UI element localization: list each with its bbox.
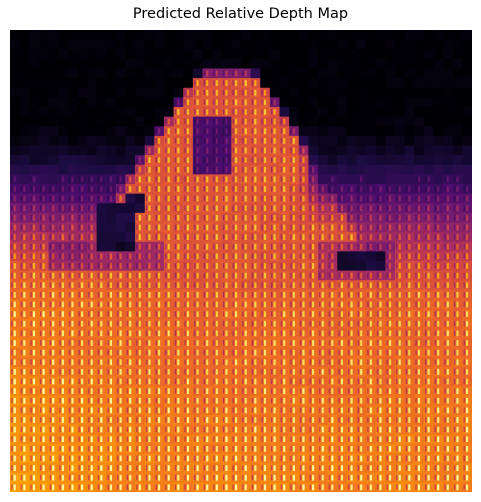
depth-map-image <box>10 30 472 492</box>
figure-title: Predicted Relative Depth Map <box>132 6 349 22</box>
depth-map-canvas <box>10 30 472 492</box>
